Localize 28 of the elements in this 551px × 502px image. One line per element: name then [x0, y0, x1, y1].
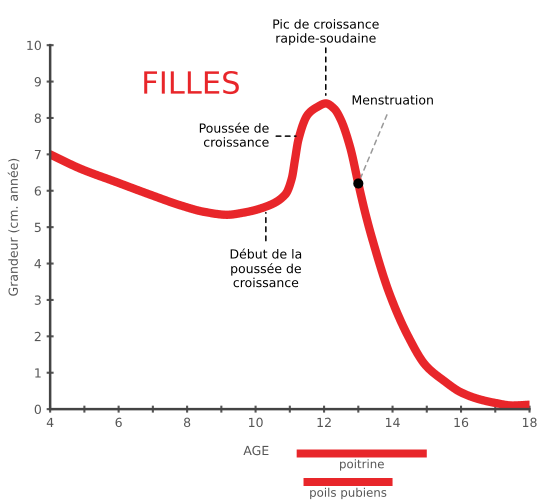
- x-tick-label: 12: [317, 418, 331, 427]
- x-tick-label: 10: [249, 418, 263, 428]
- y-axis-title: Grandeur (cm. année): [8, 158, 20, 296]
- y-tick-label: 4: [34, 259, 42, 268]
- x-tick-label: 8: [184, 418, 190, 428]
- y-tick-label: 8: [34, 113, 41, 123]
- x-tick-label: 16: [454, 418, 468, 428]
- annotation: Pic de croissance rapide-soudaine: [273, 19, 379, 46]
- category-label: poils pubiens: [310, 488, 386, 500]
- y-tick-label: 3: [34, 295, 41, 305]
- x-tick-label: 18: [522, 418, 537, 428]
- y-tick-label: 9: [34, 77, 41, 86]
- annotation: Menstruation: [352, 94, 433, 105]
- y-tick-label: 10: [27, 40, 41, 50]
- category-label: poitrine: [340, 459, 384, 471]
- annotation: Début de la poussée de croissance: [230, 248, 302, 288]
- x-tick-label: 6: [116, 418, 122, 428]
- x-tick-label: 4: [46, 418, 54, 427]
- annotation: Poussée de croissance: [200, 122, 269, 147]
- text: FILLES: [144, 70, 239, 94]
- y-tick-label: 2: [34, 332, 41, 342]
- y-tick-label: 7: [34, 150, 41, 160]
- y-tick-label: 1: [35, 368, 41, 378]
- x-tick-label: 14: [386, 418, 400, 427]
- y-tick-label: 5: [34, 222, 41, 232]
- y-tick-label: 0: [34, 404, 41, 414]
- y-tick-label: 6: [34, 186, 42, 196]
- x-axis-title: AGE: [243, 446, 268, 456]
